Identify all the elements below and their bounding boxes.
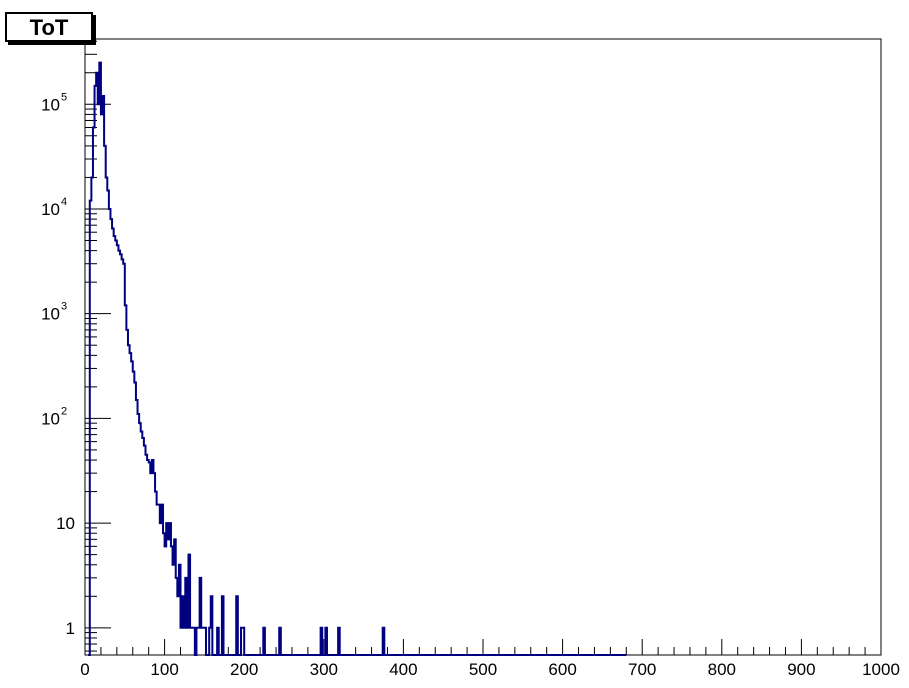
y-tick-label: 10 [41,305,60,324]
chart-title: ToT [5,12,93,42]
axis-ticks [84,40,882,655]
x-tick-label: 500 [469,660,497,679]
y-tick-label: 1 [66,619,75,638]
x-tick-label: 200 [230,660,258,679]
histogram-series [88,61,627,656]
x-tick-label: 900 [787,660,815,679]
x-tick-label: 100 [150,660,178,679]
x-tick-label: 800 [708,660,736,679]
x-tick-label: 300 [310,660,338,679]
y-tick-label: 10 [41,95,60,114]
x-tick-label: 1000 [862,660,900,679]
histogram-line [88,61,627,656]
x-tick-label: 400 [389,660,417,679]
plot-area-border [84,38,882,656]
y-tick-label: 10 [41,409,60,428]
x-tick-label: 600 [548,660,576,679]
y-tick-exponent: 3 [61,301,67,313]
x-tick-label: 700 [628,660,656,679]
x-tick-label: 0 [80,660,89,679]
y-tick-label: 10 [41,200,60,219]
y-tick-exponent: 2 [61,405,67,417]
y-tick-exponent: 5 [61,91,67,103]
y-tick-exponent: 4 [61,196,67,208]
y-tick-label: 10 [56,514,75,533]
plot-frame [84,38,882,656]
